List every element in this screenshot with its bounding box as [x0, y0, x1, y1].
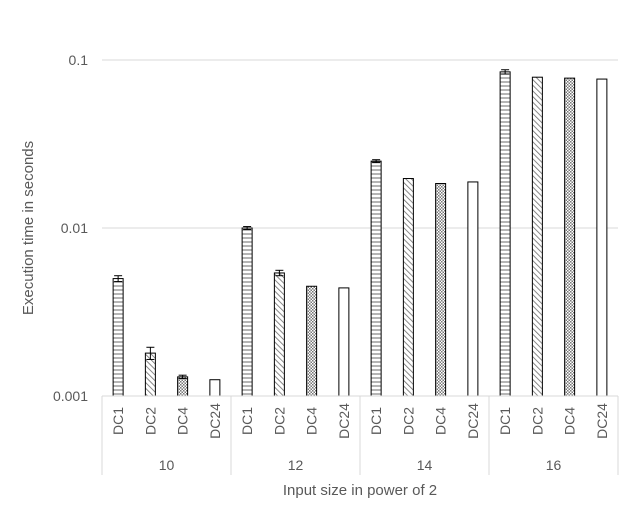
- y-tick-label: 0.01: [61, 220, 88, 236]
- x-tick-label: DC4: [175, 407, 191, 435]
- x-axis-title: Input size in power of 2: [283, 482, 437, 499]
- bar: [402, 178, 414, 397]
- bar: [499, 71, 511, 397]
- bar: [467, 181, 479, 397]
- bar: [370, 160, 382, 397]
- x-tick-label: DC1: [239, 407, 255, 435]
- y-tick-label: 0.1: [69, 52, 89, 68]
- x-tick-label: DC1: [110, 407, 126, 435]
- bars: [112, 69, 608, 397]
- x-tick-label: DC2: [142, 407, 158, 435]
- x-tick-label: DC4: [433, 407, 449, 435]
- bar: [273, 272, 285, 397]
- group-label: 10: [159, 457, 175, 473]
- bar: [564, 77, 576, 397]
- bar: [241, 227, 253, 397]
- x-tick-label: DC24: [336, 403, 352, 439]
- x-tick-label: DC1: [497, 407, 513, 435]
- x-tick-label: DC24: [207, 403, 223, 439]
- x-tick-label: DC2: [529, 407, 545, 435]
- x-tick-label: DC4: [304, 407, 320, 435]
- y-tick-label: 0.001: [53, 388, 88, 404]
- bar: [112, 278, 124, 397]
- x-tick-label: DC24: [465, 403, 481, 439]
- x-tick-label: DC4: [562, 407, 578, 435]
- x-tick-label: DC2: [400, 407, 416, 435]
- bar: [338, 287, 350, 397]
- group-label: 14: [417, 457, 433, 473]
- bar: [177, 376, 189, 397]
- group-label: 12: [288, 457, 304, 473]
- x-tick-label: DC1: [368, 407, 384, 435]
- x-tick-label: DC24: [594, 403, 610, 439]
- x-axis: DC1 DC2 DC4 DC24 10 DC1 DC2 DC4 DC24 12 DC1 DC2 DC4 D…: [101, 395, 619, 475]
- bar: [596, 78, 608, 397]
- bar: [435, 183, 447, 397]
- bar: [306, 285, 318, 397]
- y-axis: 0.001 0.01 0.1: [53, 52, 88, 404]
- x-tick-label: DC2: [271, 407, 287, 435]
- y-axis-title: Execution time in seconds: [20, 141, 37, 315]
- bar: [531, 76, 543, 397]
- bar: [209, 379, 221, 397]
- group-label: 16: [546, 457, 562, 473]
